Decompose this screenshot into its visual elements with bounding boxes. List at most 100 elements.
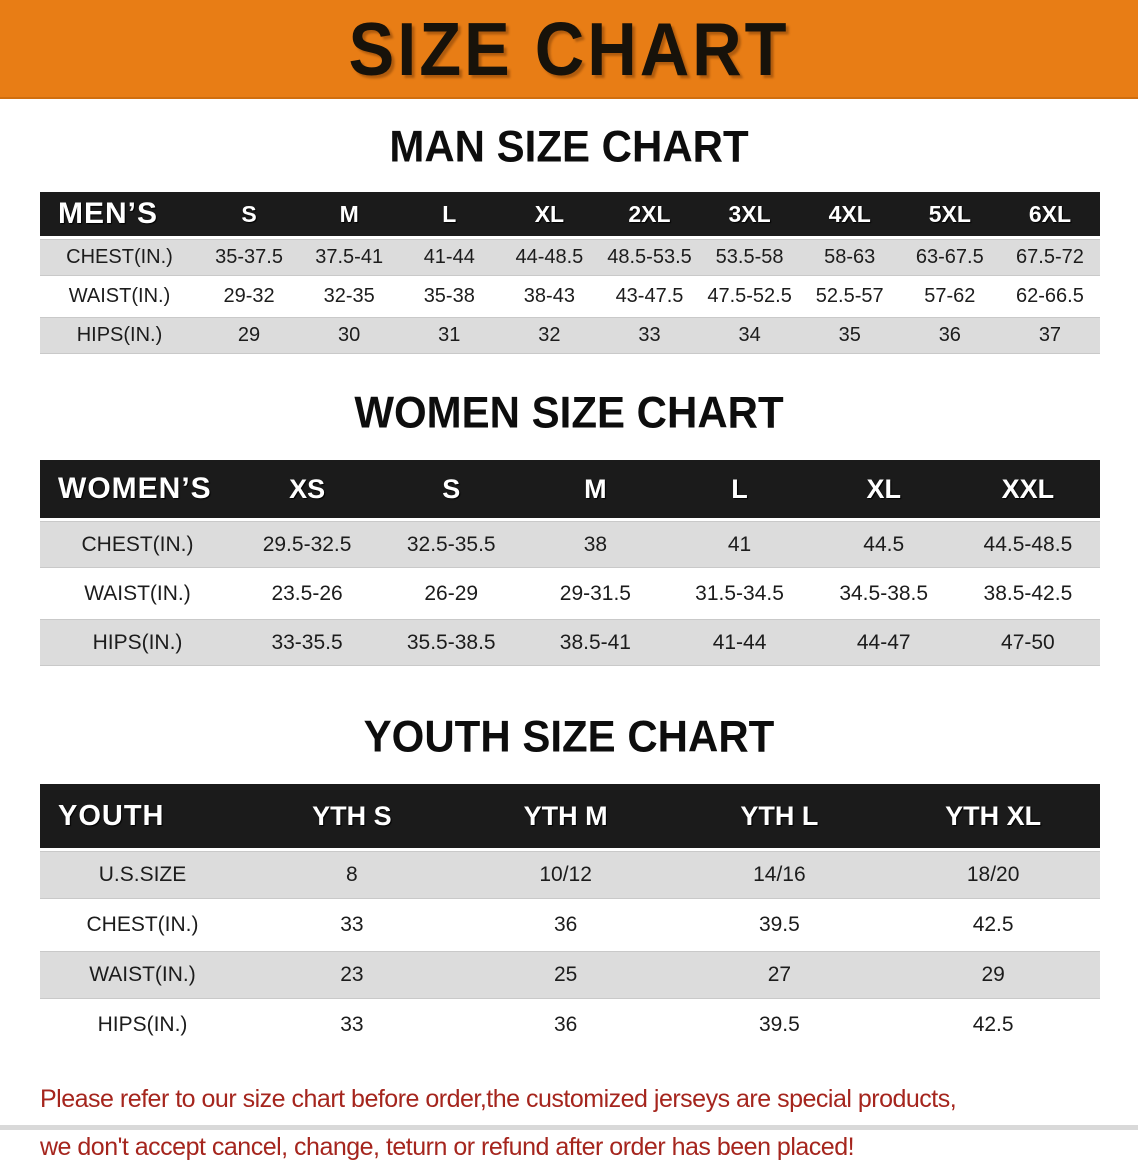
size-value-cell: 26-29 <box>379 571 524 616</box>
size-value-cell: 52.5-57 <box>799 279 900 314</box>
measurement-label: CHEST(IN.) <box>40 521 235 568</box>
measurement-label: HIPS(IN.) <box>40 1002 245 1048</box>
measurement-label: U.S.SIZE <box>40 851 245 899</box>
measurement-label: HIPS(IN.) <box>40 317 199 354</box>
table-header-row: WOMEN’S XS S M L XL XXL <box>40 460 1100 518</box>
size-value-cell: 36 <box>458 1002 673 1048</box>
size-value-cell: 35-38 <box>399 279 500 314</box>
measurement-label: CHEST(IN.) <box>40 902 245 948</box>
size-value-cell: 37 <box>999 317 1100 354</box>
table-row: U.S.SIZE 8 10/12 14/16 18/20 <box>40 851 1100 899</box>
size-value-cell: 32 <box>499 317 600 354</box>
table-corner-label: YOUTH <box>40 784 245 848</box>
size-value-cell: 33 <box>599 317 700 354</box>
size-value-cell: 39.5 <box>672 1002 887 1048</box>
size-chart-banner: SIZE CHART <box>0 0 1138 99</box>
banner-title: SIZE CHART <box>348 6 790 91</box>
measurement-label: CHEST(IN.) <box>40 239 199 276</box>
size-value-cell: 57-62 <box>899 279 1000 314</box>
men-section: MAN SIZE CHART MEN’S S M L XL 2XL 3XL 4XL 5XL 6XL… <box>0 123 1138 357</box>
size-column-header: M <box>523 460 668 518</box>
size-value-cell: 33 <box>245 902 459 948</box>
size-column-header: L <box>399 192 500 236</box>
size-column-header: S <box>379 460 524 518</box>
table-row: CHEST(IN.) 33 36 39.5 42.5 <box>40 902 1100 948</box>
size-column-header: XXL <box>955 460 1100 518</box>
size-column-header: 4XL <box>799 192 900 236</box>
size-value-cell: 36 <box>458 902 673 948</box>
size-value-cell: 23.5-26 <box>235 571 380 616</box>
size-value-cell: 42.5 <box>886 1002 1100 1048</box>
size-column-header: YTH S <box>245 784 459 848</box>
size-value-cell: 41 <box>667 521 812 568</box>
size-value-cell: 33-35.5 <box>235 619 380 666</box>
size-value-cell: 38.5-41 <box>523 619 668 666</box>
size-value-cell: 31.5-34.5 <box>667 571 812 616</box>
table-row: HIPS(IN.) 29 30 31 32 33 34 35 36 37 <box>40 317 1100 354</box>
size-value-cell: 47-50 <box>955 619 1100 666</box>
size-value-cell: 25 <box>458 951 673 999</box>
size-value-cell: 32.5-35.5 <box>379 521 524 568</box>
table-header-row: MEN’S S M L XL 2XL 3XL 4XL 5XL 6XL <box>40 192 1100 236</box>
size-value-cell: 38 <box>523 521 668 568</box>
size-value-cell: 33 <box>245 1002 459 1048</box>
size-value-cell: 14/16 <box>672 851 887 899</box>
size-value-cell: 39.5 <box>672 902 887 948</box>
size-column-header: 3XL <box>699 192 800 236</box>
mens-size-table: MEN’S S M L XL 2XL 3XL 4XL 5XL 6XL CHEST(IN.) 35-37… <box>40 189 1100 357</box>
size-column-header: YTH L <box>672 784 887 848</box>
measurement-label: WAIST(IN.) <box>40 951 245 999</box>
size-value-cell: 30 <box>299 317 400 354</box>
size-value-cell: 41-44 <box>399 239 500 276</box>
size-column-header: L <box>667 460 812 518</box>
size-column-header: XS <box>235 460 380 518</box>
measurement-label: WAIST(IN.) <box>40 571 235 616</box>
youth-section-title: YOUTH SIZE CHART <box>363 711 775 762</box>
size-value-cell: 31 <box>399 317 500 354</box>
size-value-cell: 8 <box>245 851 459 899</box>
youth-section: YOUTH SIZE CHART YOUTH YTH S YTH M YTH L YTH… <box>0 711 1138 1051</box>
size-value-cell: 58-63 <box>799 239 900 276</box>
size-value-cell: 23 <box>245 951 459 999</box>
size-value-cell: 36 <box>899 317 1000 354</box>
size-value-cell: 43-47.5 <box>599 279 700 314</box>
size-value-cell: 35 <box>799 317 900 354</box>
disclaimer-line-2: we don't accept cancel, change, teturn o… <box>40 1133 855 1161</box>
size-value-cell: 35-37.5 <box>199 239 300 276</box>
size-value-cell: 32-35 <box>299 279 400 314</box>
size-value-cell: 62-66.5 <box>999 279 1100 314</box>
size-value-cell: 44-48.5 <box>499 239 600 276</box>
size-value-cell: 48.5-53.5 <box>599 239 700 276</box>
bottom-divider <box>0 1125 1138 1130</box>
size-value-cell: 29 <box>199 317 300 354</box>
size-value-cell: 29.5-32.5 <box>235 521 380 568</box>
measurement-label: HIPS(IN.) <box>40 619 235 666</box>
size-value-cell: 29 <box>886 951 1100 999</box>
size-value-cell: 44-47 <box>811 619 956 666</box>
table-row: WAIST(IN.) 23 25 27 29 <box>40 951 1100 999</box>
size-value-cell: 53.5-58 <box>699 239 800 276</box>
size-column-header: YTH M <box>458 784 673 848</box>
women-section: WOMEN SIZE CHART WOMEN’S XS S M L XL XXL CHEST(… <box>0 389 1138 669</box>
womens-size-table: WOMEN’S XS S M L XL XXL CHEST(IN.) 29.5-32.5 32.5… <box>40 457 1100 669</box>
size-value-cell: 27 <box>672 951 887 999</box>
size-value-cell: 37.5-41 <box>299 239 400 276</box>
table-corner-label: WOMEN’S <box>40 460 235 518</box>
size-value-cell: 18/20 <box>886 851 1100 899</box>
size-value-cell: 47.5-52.5 <box>699 279 800 314</box>
size-column-header: YTH XL <box>886 784 1100 848</box>
size-value-cell: 42.5 <box>886 902 1100 948</box>
table-row: WAIST(IN.) 29-32 32-35 35-38 38-43 43-47.5 47.… <box>40 279 1100 314</box>
size-column-header: XL <box>811 460 956 518</box>
disclaimer: Please refer to our size chart before or… <box>40 1075 1108 1171</box>
size-value-cell: 41-44 <box>667 619 812 666</box>
disclaimer-line-1: Please refer to our size chart before or… <box>40 1085 957 1113</box>
table-corner-label: MEN’S <box>40 192 199 236</box>
size-column-header: XL <box>499 192 600 236</box>
table-row: CHEST(IN.) 35-37.5 37.5-41 41-44 44-48.5 48.5… <box>40 239 1100 276</box>
size-value-cell: 44.5 <box>811 521 956 568</box>
size-value-cell: 44.5-48.5 <box>955 521 1100 568</box>
size-value-cell: 10/12 <box>458 851 673 899</box>
measurement-label: WAIST(IN.) <box>40 279 199 314</box>
size-column-header: M <box>299 192 400 236</box>
